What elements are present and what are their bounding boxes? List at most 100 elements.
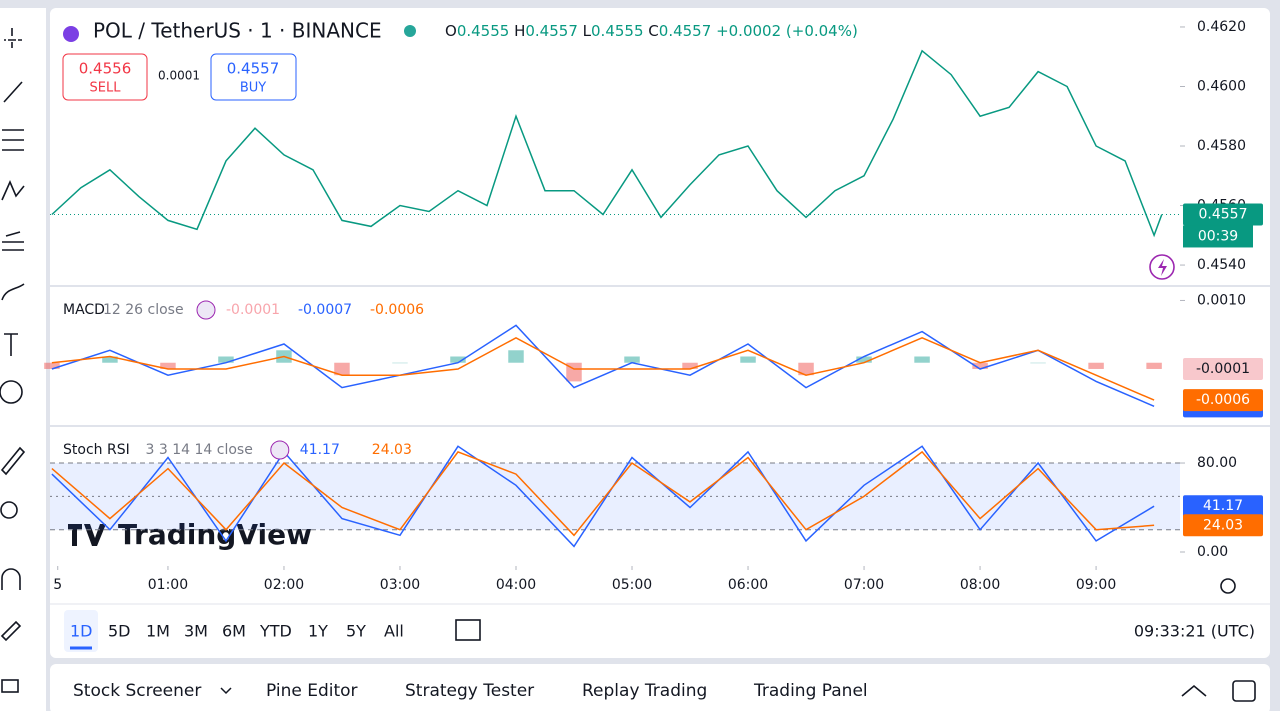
settings-icon[interactable] bbox=[1220, 578, 1236, 594]
histogram-bar bbox=[102, 356, 118, 363]
series-line bbox=[51, 450, 1155, 537]
ohlc-value: 0.4555 bbox=[457, 22, 510, 40]
indicator-params: 12 26 close bbox=[103, 302, 184, 318]
x-tick-label: 05:00 bbox=[612, 577, 652, 593]
x-tick-label: 01:00 bbox=[148, 577, 188, 593]
countdown-bg bbox=[1183, 225, 1253, 248]
change-pct: (+0.04%) bbox=[786, 22, 858, 40]
magnet-tool[interactable] bbox=[1, 568, 21, 590]
pattern-tool[interactable] bbox=[1, 180, 25, 201]
price-tag-label: 24.03 bbox=[1203, 517, 1243, 533]
histogram-bar bbox=[1088, 362, 1104, 369]
collapse-icon[interactable] bbox=[1181, 684, 1207, 697]
date-range-icon[interactable] bbox=[455, 619, 481, 641]
histogram-bar bbox=[508, 350, 524, 363]
bottom-tab[interactable]: Replay Trading bbox=[582, 681, 707, 701]
histogram-bar bbox=[682, 362, 698, 369]
indicator-title[interactable]: MACD bbox=[63, 302, 105, 318]
y-tick-label: 0.4620 bbox=[1197, 19, 1246, 35]
x-tick-label: 5 bbox=[53, 577, 62, 593]
buy-label: BUY bbox=[240, 81, 266, 96]
lock-tool[interactable] bbox=[1, 679, 19, 693]
text-tool[interactable] bbox=[4, 333, 18, 356]
series-line bbox=[51, 324, 1155, 407]
dropdown-icon[interactable] bbox=[220, 687, 232, 695]
buy-price: 0.4557 bbox=[227, 60, 280, 78]
x-tick-label: 04:00 bbox=[496, 577, 536, 593]
indicator-title[interactable]: Stoch RSI bbox=[63, 442, 130, 458]
watermark: TradingView bbox=[118, 518, 312, 551]
sell-button[interactable] bbox=[62, 53, 148, 101]
bottom-tab[interactable]: Trading Panel bbox=[753, 681, 868, 701]
y-tick-label: 0.00 bbox=[1197, 544, 1228, 560]
ohlc-value: 0.4557 bbox=[525, 22, 578, 40]
histogram-bar bbox=[1146, 362, 1162, 369]
range-button[interactable]: YTD bbox=[259, 622, 292, 641]
ohlc-label: H bbox=[514, 22, 525, 40]
legend-value: 41.17 bbox=[300, 442, 340, 458]
emoji-tool[interactable] bbox=[0, 380, 23, 404]
ruler-tool[interactable] bbox=[0, 446, 26, 476]
projection-tool[interactable] bbox=[2, 231, 24, 251]
range-button[interactable]: 1Y bbox=[308, 622, 328, 641]
ohlc-value: 0.4557 bbox=[659, 22, 712, 40]
zoom-tool[interactable] bbox=[0, 501, 18, 519]
range-button[interactable]: All bbox=[384, 622, 404, 641]
spread: 0.0001 bbox=[158, 69, 200, 83]
y-tick-label: 0.4540 bbox=[1197, 257, 1246, 273]
alert-icon[interactable] bbox=[1149, 254, 1175, 280]
series-line bbox=[51, 445, 1155, 548]
bottom-panel bbox=[50, 664, 1270, 711]
range-button[interactable]: 1M bbox=[146, 622, 170, 641]
histogram-bar bbox=[624, 356, 640, 363]
y-tick-label: 80.00 bbox=[1197, 455, 1237, 471]
bottom-tab[interactable]: Pine Editor bbox=[266, 681, 358, 701]
buy-button[interactable] bbox=[210, 53, 297, 101]
histogram-bar bbox=[1030, 362, 1046, 364]
maximize-icon[interactable] bbox=[1232, 680, 1256, 702]
line-tool[interactable] bbox=[3, 81, 23, 103]
histogram-bar bbox=[972, 362, 988, 369]
bottom-tab[interactable]: Stock Screener bbox=[73, 681, 201, 701]
sell-price: 0.4556 bbox=[79, 60, 132, 78]
crosshair-tool[interactable] bbox=[4, 28, 22, 48]
bottom-tab[interactable]: Strategy Tester bbox=[405, 681, 534, 701]
change: +0.0002 bbox=[716, 22, 781, 40]
sell-label: SELL bbox=[90, 81, 122, 96]
watermark-logo bbox=[68, 524, 106, 546]
fib-tool[interactable] bbox=[2, 129, 24, 151]
histogram-bar bbox=[914, 356, 930, 363]
range-button[interactable]: 6M bbox=[222, 622, 246, 641]
ohlc: O0.4555 H0.4557 L0.4555 C0.4557 +0.0002 … bbox=[445, 22, 858, 40]
range-button[interactable]: 1D bbox=[70, 622, 93, 641]
tool-icons[interactable] bbox=[0, 28, 26, 693]
range-button[interactable]: 5Y bbox=[346, 622, 366, 641]
indicator-toggle[interactable] bbox=[270, 440, 290, 460]
range-button[interactable]: 3M bbox=[184, 622, 208, 641]
histogram-bar bbox=[44, 362, 60, 369]
indicator-params: 3 3 14 14 close bbox=[146, 442, 253, 458]
price-tag bbox=[1183, 389, 1263, 412]
price-tag bbox=[1183, 203, 1263, 226]
legend-value: -0.0006 bbox=[370, 302, 424, 318]
indicator-toggle[interactable] bbox=[196, 300, 216, 320]
ohlc-label: L bbox=[583, 22, 592, 40]
histogram-bar bbox=[450, 356, 466, 363]
x-tick-label: 07:00 bbox=[844, 577, 884, 593]
symbol-logo bbox=[63, 26, 79, 42]
histogram-bar bbox=[334, 362, 350, 376]
x-tick-label: 08:00 bbox=[960, 577, 1000, 593]
range-button-active bbox=[64, 610, 98, 652]
x-tick-label: 03:00 bbox=[380, 577, 420, 593]
symbol[interactable]: POL / TetherUS · 1 · BINANCE bbox=[93, 19, 382, 43]
range-button[interactable]: 5D bbox=[108, 622, 131, 641]
histogram-bar bbox=[392, 362, 408, 364]
draw-mode-tool[interactable] bbox=[0, 620, 22, 642]
brush-tool[interactable] bbox=[1, 283, 25, 301]
legend-value: 24.03 bbox=[372, 442, 412, 458]
toolbar bbox=[0, 8, 46, 711]
ohlc-label: O bbox=[445, 22, 457, 40]
price-tag-label: -0.0001 bbox=[1196, 361, 1250, 377]
